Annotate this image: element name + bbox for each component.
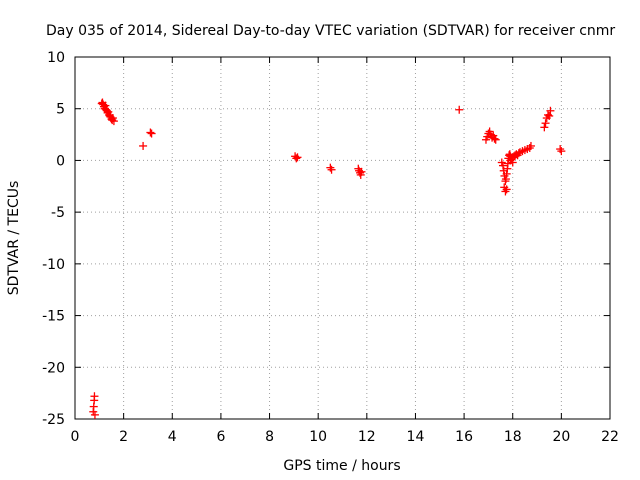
x-tick-label: 16 xyxy=(455,429,473,445)
grid xyxy=(75,57,610,419)
data-point xyxy=(490,134,499,143)
x-tick-label: 2 xyxy=(119,429,128,445)
data-point xyxy=(90,410,99,419)
data-point xyxy=(293,153,302,162)
y-tick-labels: -25 -20 -15 -10 -5 0 5 10 xyxy=(42,50,65,428)
data-point xyxy=(540,123,549,132)
chart-title: Day 035 of 2014, Sidereal Day-to-day VTE… xyxy=(46,23,615,39)
data-point xyxy=(292,154,301,163)
data-point xyxy=(526,141,535,150)
x-axis-label: GPS time / hours xyxy=(283,458,400,474)
data-point xyxy=(326,163,335,172)
x-tick-label: 0 xyxy=(71,429,80,445)
y-tick-label: 5 xyxy=(56,102,65,118)
data-point xyxy=(545,111,554,120)
data-point xyxy=(499,161,507,170)
data-point xyxy=(556,145,565,154)
plot-frame xyxy=(74,56,611,420)
y-tick-label: -5 xyxy=(51,205,65,221)
data-point xyxy=(147,129,156,138)
data-point xyxy=(557,147,566,156)
x-tick-label: 8 xyxy=(265,429,274,445)
data-points xyxy=(89,98,566,419)
data-point xyxy=(541,119,550,128)
data-point xyxy=(101,101,110,110)
x-tick-label: 22 xyxy=(601,429,619,445)
y-tick-label: -10 xyxy=(42,257,65,273)
data-point xyxy=(491,135,500,144)
data-point xyxy=(501,175,510,184)
x-tick-labels: 0 2 4 6 8 10 12 14 16 18 20 22 xyxy=(71,429,619,445)
data-point xyxy=(546,106,555,115)
x-tick-label: 20 xyxy=(552,429,570,445)
data-point xyxy=(146,128,155,137)
y-tick-label: -20 xyxy=(42,360,65,376)
x-tick-label: 4 xyxy=(168,429,177,445)
axis-ticks xyxy=(74,56,611,420)
data-point xyxy=(139,141,148,150)
x-tick-label: 12 xyxy=(358,429,376,445)
data-point xyxy=(109,117,118,126)
x-tick-label: 18 xyxy=(504,429,522,445)
x-tick-label: 10 xyxy=(309,429,327,445)
data-point xyxy=(90,392,99,401)
data-point xyxy=(327,165,336,174)
y-tick-label: -15 xyxy=(42,309,65,325)
data-point xyxy=(455,105,464,114)
y-tick-label: 10 xyxy=(47,50,65,66)
y-axis-label: SDTVAR / TECUs xyxy=(6,181,22,296)
data-point xyxy=(501,187,510,196)
data-point xyxy=(502,169,511,178)
x-tick-label: 6 xyxy=(216,429,225,445)
data-point xyxy=(543,110,552,119)
data-point xyxy=(357,167,366,176)
data-point xyxy=(356,168,365,177)
x-tick-label: 14 xyxy=(407,429,425,445)
data-point xyxy=(502,185,511,194)
y-tick-label: 0 xyxy=(56,153,65,169)
y-tick-label: -25 xyxy=(42,412,65,428)
